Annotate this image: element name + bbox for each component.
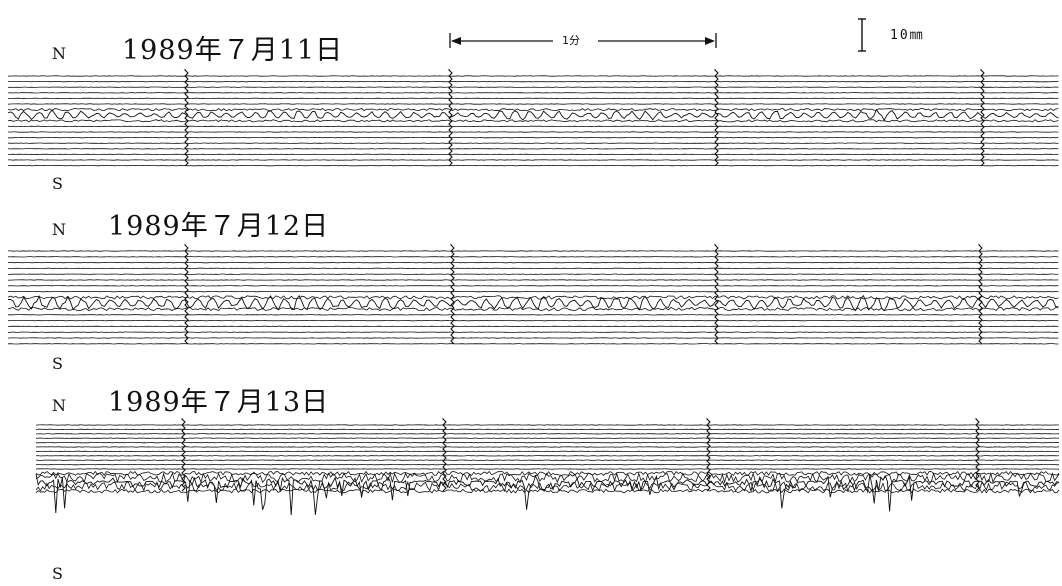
- time-marker-label: 1分: [562, 34, 580, 47]
- panel-3-trace-15: [35, 480, 1060, 492]
- panel-2-trace-9: [7, 295, 1059, 300]
- scale-label: 10㎜: [890, 28, 925, 43]
- panel-3-time-marker-2: [441, 418, 447, 492]
- panel-2-time-marker-2: [449, 244, 455, 345]
- panel-3-south-label: S: [52, 564, 63, 583]
- minute-arrow-right-head: [705, 37, 715, 45]
- panel-2-trace-11: [7, 306, 1059, 312]
- panel-3-time-marker-1: [180, 418, 186, 492]
- panel-2-north-label: N: [52, 220, 66, 239]
- panel-1-trace-7: [7, 108, 1059, 112]
- panel-3-trace-13: [35, 471, 1060, 484]
- panel-1-time-marker-4: [979, 69, 985, 167]
- annotations: [449, 18, 866, 52]
- panel-3-trace-12: [35, 470, 1060, 477]
- panel-3-time-marker-3: [705, 418, 711, 492]
- panel-2-traces: [7, 250, 1059, 345]
- panel-3-time-marker-4: [974, 418, 980, 492]
- panel-1-traces: [7, 75, 1059, 167]
- panel-2-date: 1989年７月12日: [108, 211, 330, 242]
- panel-1-time-marker-3: [713, 69, 719, 167]
- panel-3-trace-16: [35, 488, 1060, 494]
- panel-1-time-marker-1: [183, 69, 189, 167]
- minute-arrow-left-head: [451, 37, 461, 45]
- panel-3-trace-14: [35, 473, 1060, 516]
- panel-2-south-label: S: [52, 354, 63, 373]
- panel-3-date: 1989年７月13日: [108, 387, 330, 418]
- panel-1-date: 1989年７月11日: [122, 35, 344, 66]
- panel-2-time-marker-3: [713, 244, 719, 345]
- timing-markers: [180, 69, 985, 492]
- panel-3-traces: [35, 424, 1060, 516]
- panel-1-time-marker-2: [447, 69, 453, 167]
- panel-1-trace-9: [7, 119, 1059, 123]
- panel-2-time-marker-1: [183, 244, 189, 345]
- panel-1-north-label: N: [52, 44, 66, 63]
- panel-1-trace-8: [7, 108, 1059, 122]
- panel-2-time-marker-4: [977, 244, 983, 345]
- panel-3-north-label: N: [52, 396, 66, 415]
- panel-1-south-label: S: [52, 174, 63, 193]
